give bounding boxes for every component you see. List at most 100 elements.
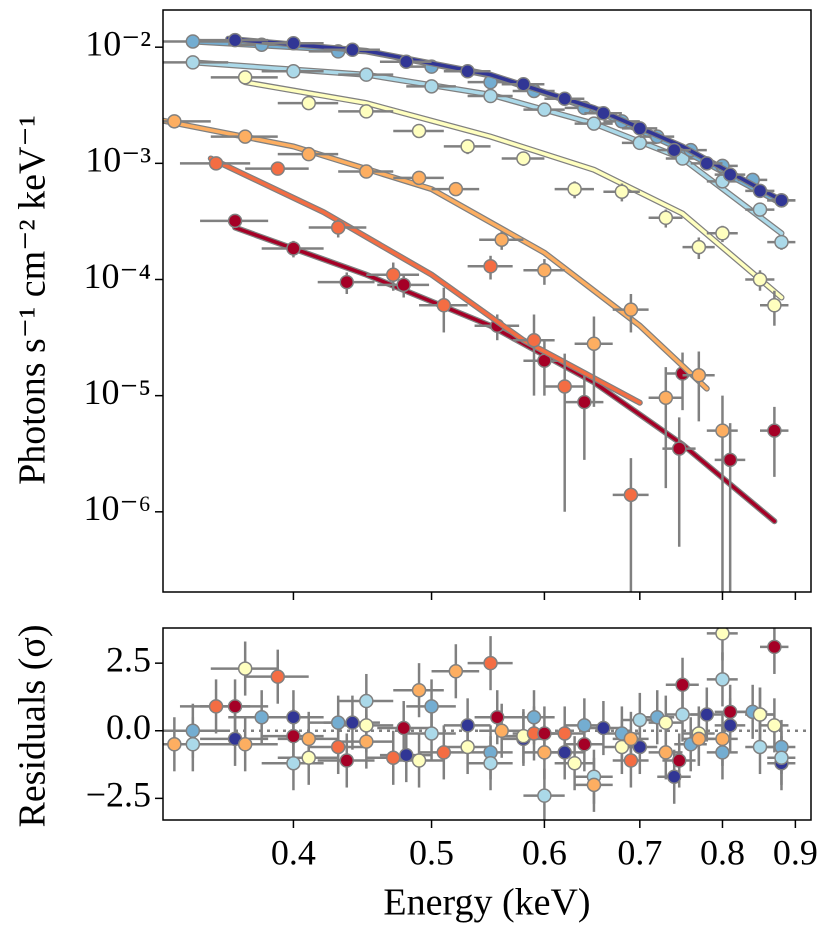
data-point bbox=[399, 54, 414, 69]
residual-point bbox=[699, 707, 715, 722]
data-point bbox=[774, 193, 789, 208]
data-point bbox=[448, 181, 464, 197]
data-point bbox=[483, 259, 498, 274]
model-line bbox=[209, 156, 642, 405]
data-point bbox=[227, 32, 243, 48]
residual-point bbox=[254, 709, 269, 725]
data-point bbox=[411, 170, 427, 186]
model-line bbox=[243, 80, 784, 300]
residual-point bbox=[715, 672, 730, 687]
data-point bbox=[460, 64, 475, 79]
data-point bbox=[286, 64, 301, 79]
residual-point bbox=[623, 753, 639, 768]
data-point bbox=[767, 298, 782, 313]
data-point bbox=[658, 210, 674, 226]
data-point bbox=[483, 88, 498, 104]
data-point bbox=[671, 441, 687, 456]
x-tick-label: 0.5 bbox=[409, 832, 454, 872]
x-tick-label: 0.9 bbox=[773, 832, 818, 872]
data-point bbox=[436, 298, 452, 313]
data-point bbox=[359, 104, 374, 119]
data-point bbox=[722, 167, 738, 182]
residual-point bbox=[722, 718, 738, 733]
y-tick-label: 10⁻³ bbox=[85, 140, 151, 180]
residual-point bbox=[301, 750, 316, 766]
spectrum-frame bbox=[162, 9, 812, 593]
residual-point bbox=[715, 731, 730, 747]
residual-point bbox=[270, 669, 286, 684]
x-tick-label: 0.7 bbox=[617, 832, 662, 872]
data-point bbox=[658, 390, 674, 405]
data-point bbox=[567, 181, 582, 197]
model-line bbox=[163, 118, 709, 391]
data-point bbox=[301, 146, 316, 162]
data-point bbox=[286, 36, 301, 51]
data-point bbox=[330, 220, 346, 235]
residual-point bbox=[448, 664, 464, 679]
residual-point bbox=[286, 709, 301, 725]
y-tick-label: 2.5 bbox=[106, 639, 151, 679]
residual-point bbox=[359, 734, 374, 749]
residual-point bbox=[715, 628, 730, 641]
data-point bbox=[396, 277, 411, 293]
model-line-outline bbox=[242, 79, 785, 301]
data-point bbox=[586, 116, 602, 131]
residual-point bbox=[671, 753, 687, 768]
residual-point bbox=[301, 731, 316, 747]
residual-point bbox=[396, 720, 411, 736]
data-point bbox=[774, 234, 789, 250]
residual-point bbox=[208, 699, 224, 714]
residual-point bbox=[237, 661, 253, 676]
residual-point bbox=[537, 745, 552, 760]
data-point bbox=[359, 67, 374, 82]
y-tick-label: 0.0 bbox=[106, 707, 151, 747]
residual-point bbox=[167, 737, 182, 752]
residual-point bbox=[632, 712, 648, 728]
residual-point bbox=[623, 731, 639, 747]
residual-point bbox=[359, 693, 374, 709]
data-point bbox=[722, 452, 738, 468]
residual-point bbox=[237, 737, 253, 752]
y-tick-label: 10⁻² bbox=[85, 23, 151, 63]
data-point bbox=[460, 139, 475, 154]
data-point bbox=[632, 121, 648, 136]
model-line bbox=[226, 37, 784, 203]
data-point bbox=[167, 114, 182, 129]
data-point bbox=[537, 263, 552, 278]
residual-point bbox=[483, 755, 498, 771]
data-point bbox=[752, 183, 768, 199]
residual-point bbox=[752, 707, 768, 722]
data-point bbox=[411, 123, 427, 139]
data-point bbox=[623, 302, 639, 317]
residual-point bbox=[614, 739, 630, 755]
residual-point bbox=[658, 745, 674, 760]
data-point bbox=[345, 42, 360, 58]
data-point bbox=[227, 213, 243, 229]
data-point bbox=[767, 423, 782, 438]
y-tick-label: 10⁻⁵ bbox=[83, 372, 151, 412]
y-tick-label: −2.5 bbox=[86, 775, 151, 815]
data-point bbox=[623, 487, 639, 503]
data-point bbox=[666, 142, 682, 158]
residual-point bbox=[767, 718, 782, 733]
residual-point bbox=[386, 750, 401, 766]
residual-point bbox=[752, 739, 768, 755]
data-point bbox=[537, 102, 552, 117]
data-point bbox=[632, 135, 648, 151]
residual-point bbox=[330, 739, 346, 755]
residual-point bbox=[526, 709, 542, 725]
data-point bbox=[577, 394, 592, 410]
residual-point bbox=[675, 707, 690, 722]
residual-point bbox=[411, 682, 427, 698]
x-tick-label: 0.8 bbox=[700, 832, 745, 872]
residual-point bbox=[424, 726, 439, 741]
data-point bbox=[526, 332, 542, 348]
data-point bbox=[185, 55, 201, 70]
data-point bbox=[715, 226, 730, 241]
residual-point bbox=[460, 739, 475, 755]
data-point bbox=[516, 76, 531, 92]
data-point bbox=[557, 91, 572, 106]
residual-point bbox=[330, 715, 346, 730]
data-point bbox=[586, 336, 602, 351]
residual-point bbox=[227, 699, 243, 714]
